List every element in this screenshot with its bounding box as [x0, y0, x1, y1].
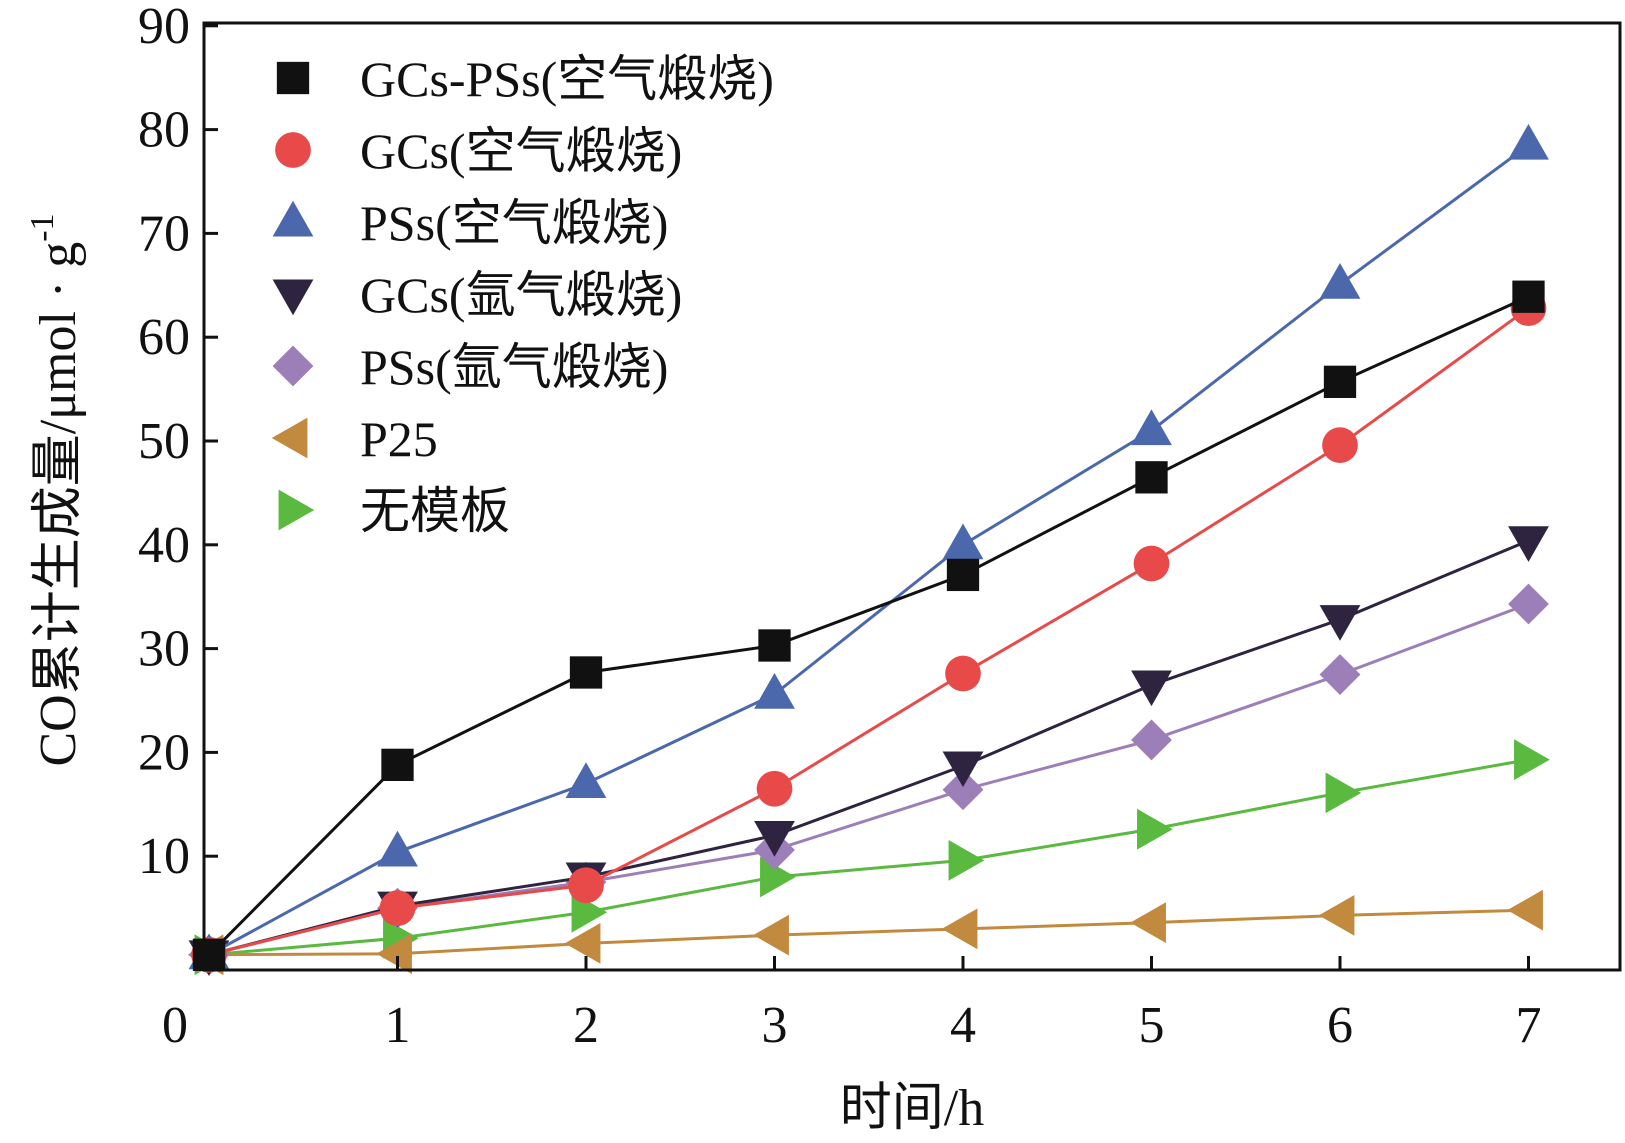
y-axis-title: CO累计生成量/μmol · g-1: [24, 213, 87, 766]
y-tick-label: 50: [138, 413, 190, 470]
series-1: [192, 280, 1545, 971]
data-point: [1508, 526, 1549, 562]
data-point: [753, 914, 789, 956]
legend-entry: PSs(空气煅烧): [272, 195, 668, 251]
series-line: [208, 539, 1530, 957]
data-point: [1322, 427, 1358, 464]
data-point: [1131, 409, 1172, 446]
y-axis-title-main: CO累计生成量/μmol · g: [30, 242, 87, 767]
y-tick-label: 80: [138, 102, 190, 159]
legend-label: PSs(空气煅烧): [360, 195, 668, 251]
legend-entry: P25: [271, 411, 438, 467]
data-point: [379, 890, 416, 926]
data-point: [754, 673, 795, 709]
legend-entry: PSs(氩气煅烧): [272, 339, 668, 395]
plot-frame: [202, 21, 1622, 972]
series-line: [208, 306, 1530, 957]
x-axis-title: 时间/h: [840, 1080, 984, 1137]
data-point: [565, 762, 607, 798]
series-line: [208, 143, 1530, 957]
legend-entry: 无模板: [278, 483, 510, 539]
legend-marker: [272, 200, 314, 237]
data-point: [1514, 739, 1550, 781]
legend: GCs-PSs(空气煅烧) GCs(空气煅烧) PSs(空气煅烧) GCs(氩气煅烧)…: [271, 51, 774, 539]
data-point: [756, 770, 793, 807]
series-line: [208, 908, 1529, 957]
data-point: [192, 938, 226, 971]
legend-marker: [271, 417, 308, 459]
legend-marker: [275, 132, 311, 168]
y-tick-label: 70: [138, 205, 190, 262]
y-tick-label: 90: [138, 0, 190, 55]
y-tick-label: 30: [138, 621, 190, 678]
data-point: [945, 655, 981, 692]
legend-marker: [272, 279, 314, 316]
data-point: [569, 656, 603, 689]
data-point: [1512, 280, 1545, 313]
data-point: [1508, 123, 1549, 160]
data-point: [1131, 719, 1172, 761]
data-point: [1318, 894, 1355, 936]
data-point: [377, 830, 418, 867]
data-point: [942, 751, 984, 788]
x-tick-label: 3: [762, 997, 788, 1054]
data-point: [1508, 583, 1549, 625]
data-point: [1135, 461, 1168, 494]
data-point: [564, 922, 601, 964]
x-tick-label: 6: [1327, 997, 1353, 1054]
data-point: [942, 769, 984, 811]
data-point: [1137, 808, 1173, 850]
data-point: [1319, 654, 1361, 695]
legend-marker: [276, 61, 310, 95]
data-point: [1133, 545, 1170, 582]
data-point: [381, 748, 414, 782]
series-3: [188, 123, 1549, 970]
data-point: [948, 839, 985, 881]
legend-entry: GCs(空气煅烧): [275, 123, 682, 179]
legend-label: 无模板: [360, 483, 510, 539]
data-point: [1323, 365, 1357, 398]
x-tick-label: 7: [1516, 997, 1542, 1054]
legend-label: P25: [360, 411, 438, 467]
legend-entry: GCs(氩气煅烧): [272, 267, 682, 323]
legend-label: PSs(氩气煅烧): [360, 339, 668, 395]
data-point: [946, 558, 980, 592]
data-point: [1325, 772, 1362, 814]
x-tick-label: 4: [950, 997, 976, 1054]
legend-label: GCs(空气煅烧): [360, 123, 682, 179]
data-point: [754, 820, 795, 857]
x-tick-label: 5: [1139, 997, 1165, 1054]
y-tick-label: 10: [138, 828, 190, 885]
series-line: [208, 758, 1529, 957]
legend-entry: GCs-PSs(空气煅烧): [276, 51, 774, 107]
data-point: [1130, 902, 1166, 944]
data-point: [941, 908, 978, 950]
data-point: [1319, 263, 1361, 299]
y-tick-label: 60: [138, 309, 190, 366]
legend-marker: [272, 345, 314, 387]
data-point: [760, 856, 796, 898]
data-point: [1319, 605, 1361, 641]
series-line: [207, 295, 1530, 956]
y-tick-label: 40: [138, 517, 190, 574]
axes: 时间/h CO累计生成量/μmol · g-1 1020304050607080…: [24, 0, 1622, 1137]
data-point: [568, 867, 604, 904]
y-axis-title-superscript: -1: [24, 213, 61, 241]
data-point: [758, 629, 791, 662]
legend-label: GCs(氩气煅烧): [360, 267, 682, 323]
x-tick-label: 1: [385, 997, 411, 1054]
x-tick-label: 2: [573, 997, 599, 1054]
y-tick-label: 20: [138, 724, 190, 781]
plot-area: [187, 123, 1550, 977]
data-point: [376, 933, 412, 975]
x-tick-label: 0: [162, 997, 188, 1054]
legend-marker: [278, 489, 315, 531]
data-point: [1131, 670, 1172, 707]
data-point: [1507, 889, 1543, 931]
data-point: [942, 523, 984, 560]
legend-label: GCs-PSs(空气煅烧): [360, 51, 774, 107]
